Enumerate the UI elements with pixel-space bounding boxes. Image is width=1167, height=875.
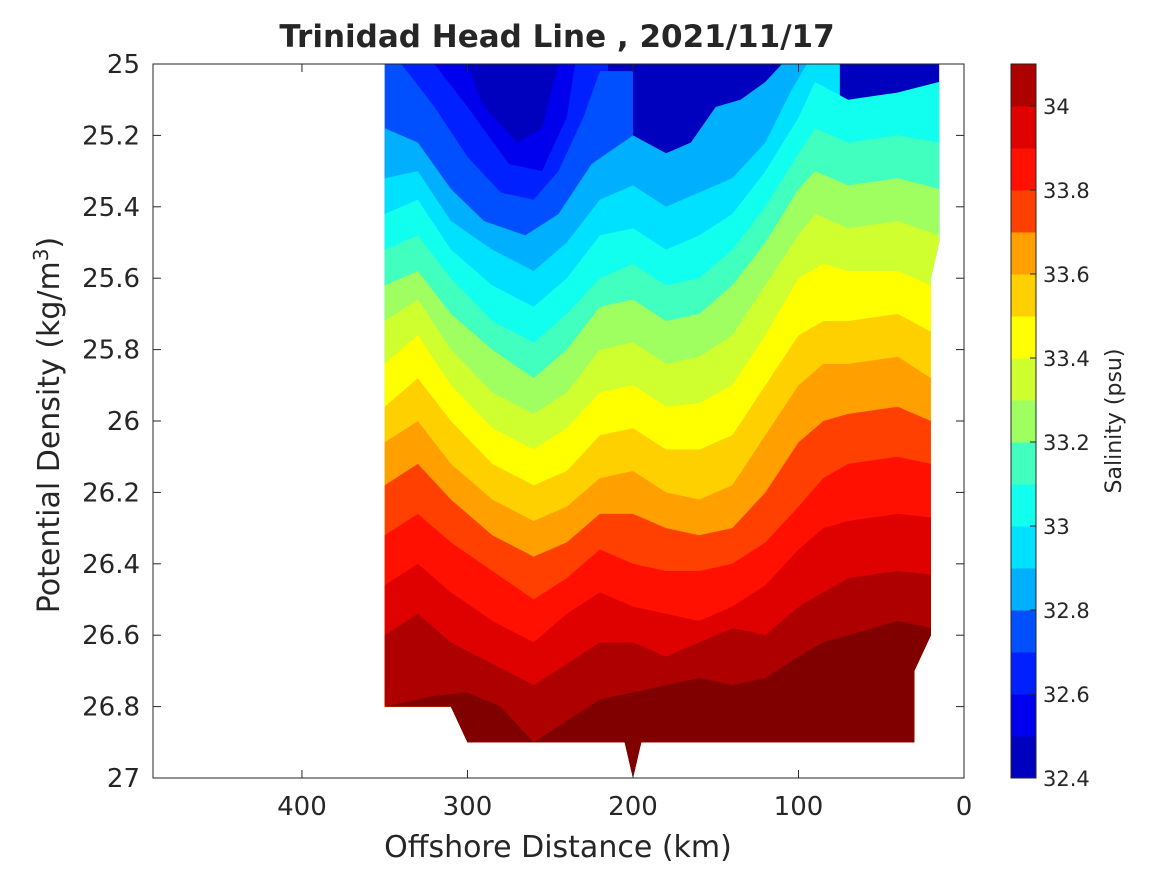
colorbar-tick-label: 33.2 (1043, 431, 1090, 455)
y-tick-label: 26.8 (82, 693, 140, 723)
y-tick-label: 26.2 (82, 478, 140, 508)
y-axis-ticks: 25 25.2 25.4 25.6 25.8 26 26.2 26.4 26.6 26.8 27 (82, 50, 964, 794)
colorbar-swatch (1011, 190, 1036, 233)
colorbar-tick-label: 32.6 (1043, 683, 1090, 707)
colorbar-swatch (1011, 568, 1036, 611)
colorbar-swatch (1011, 148, 1036, 191)
colorbar: 32.4 32.6 32.8 33 33.2 33.4 33.6 33.8 34 (1010, 63, 1090, 791)
x-tick-label: 300 (443, 792, 493, 822)
colorbar-swatch (1011, 484, 1036, 527)
x-tick-label: 200 (608, 792, 658, 822)
colorbar-swatch (1011, 358, 1036, 401)
y-tick-label: 25.8 (82, 336, 140, 366)
x-axis-ticks: 400 300 200 100 0 (277, 64, 972, 822)
colorbar-frame (1010, 63, 1037, 779)
y-tick-label: 25 (107, 50, 140, 80)
y-tick-label: 25.6 (82, 264, 140, 294)
y-tick-label: 27 (107, 764, 140, 794)
colorbar-swatch (1011, 442, 1036, 485)
x-axis-label: Offshore Distance (km) (384, 830, 732, 865)
colorbar-swatch (1011, 694, 1036, 737)
y-tick-label: 26 (107, 407, 140, 437)
colorbar-swatch (1011, 274, 1036, 317)
colorbar-swatch (1011, 106, 1036, 149)
colorbar-swatch (1011, 400, 1036, 443)
colorbar-swatch (1011, 526, 1036, 569)
y-tick-label: 26.4 (82, 550, 140, 580)
colorbar-tick-label: 34 (1043, 95, 1070, 119)
colorbar-swatch (1011, 736, 1036, 779)
colorbar-tick-label: 32.8 (1043, 599, 1090, 623)
colorbar-swatch (1011, 652, 1036, 695)
colorbar-swatch (1011, 64, 1036, 107)
chart-title: Trinidad Head Line , 2021/11/17 (279, 19, 834, 55)
contour-band (384, 620, 940, 778)
colorbar-tick-label: 33 (1043, 515, 1070, 539)
contour-fills (384, 64, 940, 778)
colorbar-swatch (1011, 610, 1036, 653)
colorbar-swatch (1011, 232, 1036, 275)
x-tick-label: 100 (774, 792, 824, 822)
y-tick-label: 26.6 (82, 621, 140, 651)
colorbar-label: Salinity (psu) (1102, 349, 1127, 494)
x-tick-label: 400 (277, 792, 327, 822)
colorbar-tick-label: 33.4 (1043, 347, 1090, 371)
y-axis-label: Potential Density (kg/m3) (29, 237, 67, 613)
colorbar-swatch (1011, 316, 1036, 359)
y-axis-label-superscript: 3 (29, 248, 53, 261)
colorbar-tick-label: 33.6 (1043, 263, 1090, 287)
x-tick-label: 0 (956, 792, 973, 822)
colorbar-tick-label: 32.4 (1043, 767, 1090, 791)
colorbar-tick-label: 33.8 (1043, 179, 1090, 203)
y-tick-label: 25.4 (82, 193, 140, 223)
y-tick-label: 25.2 (82, 121, 140, 151)
